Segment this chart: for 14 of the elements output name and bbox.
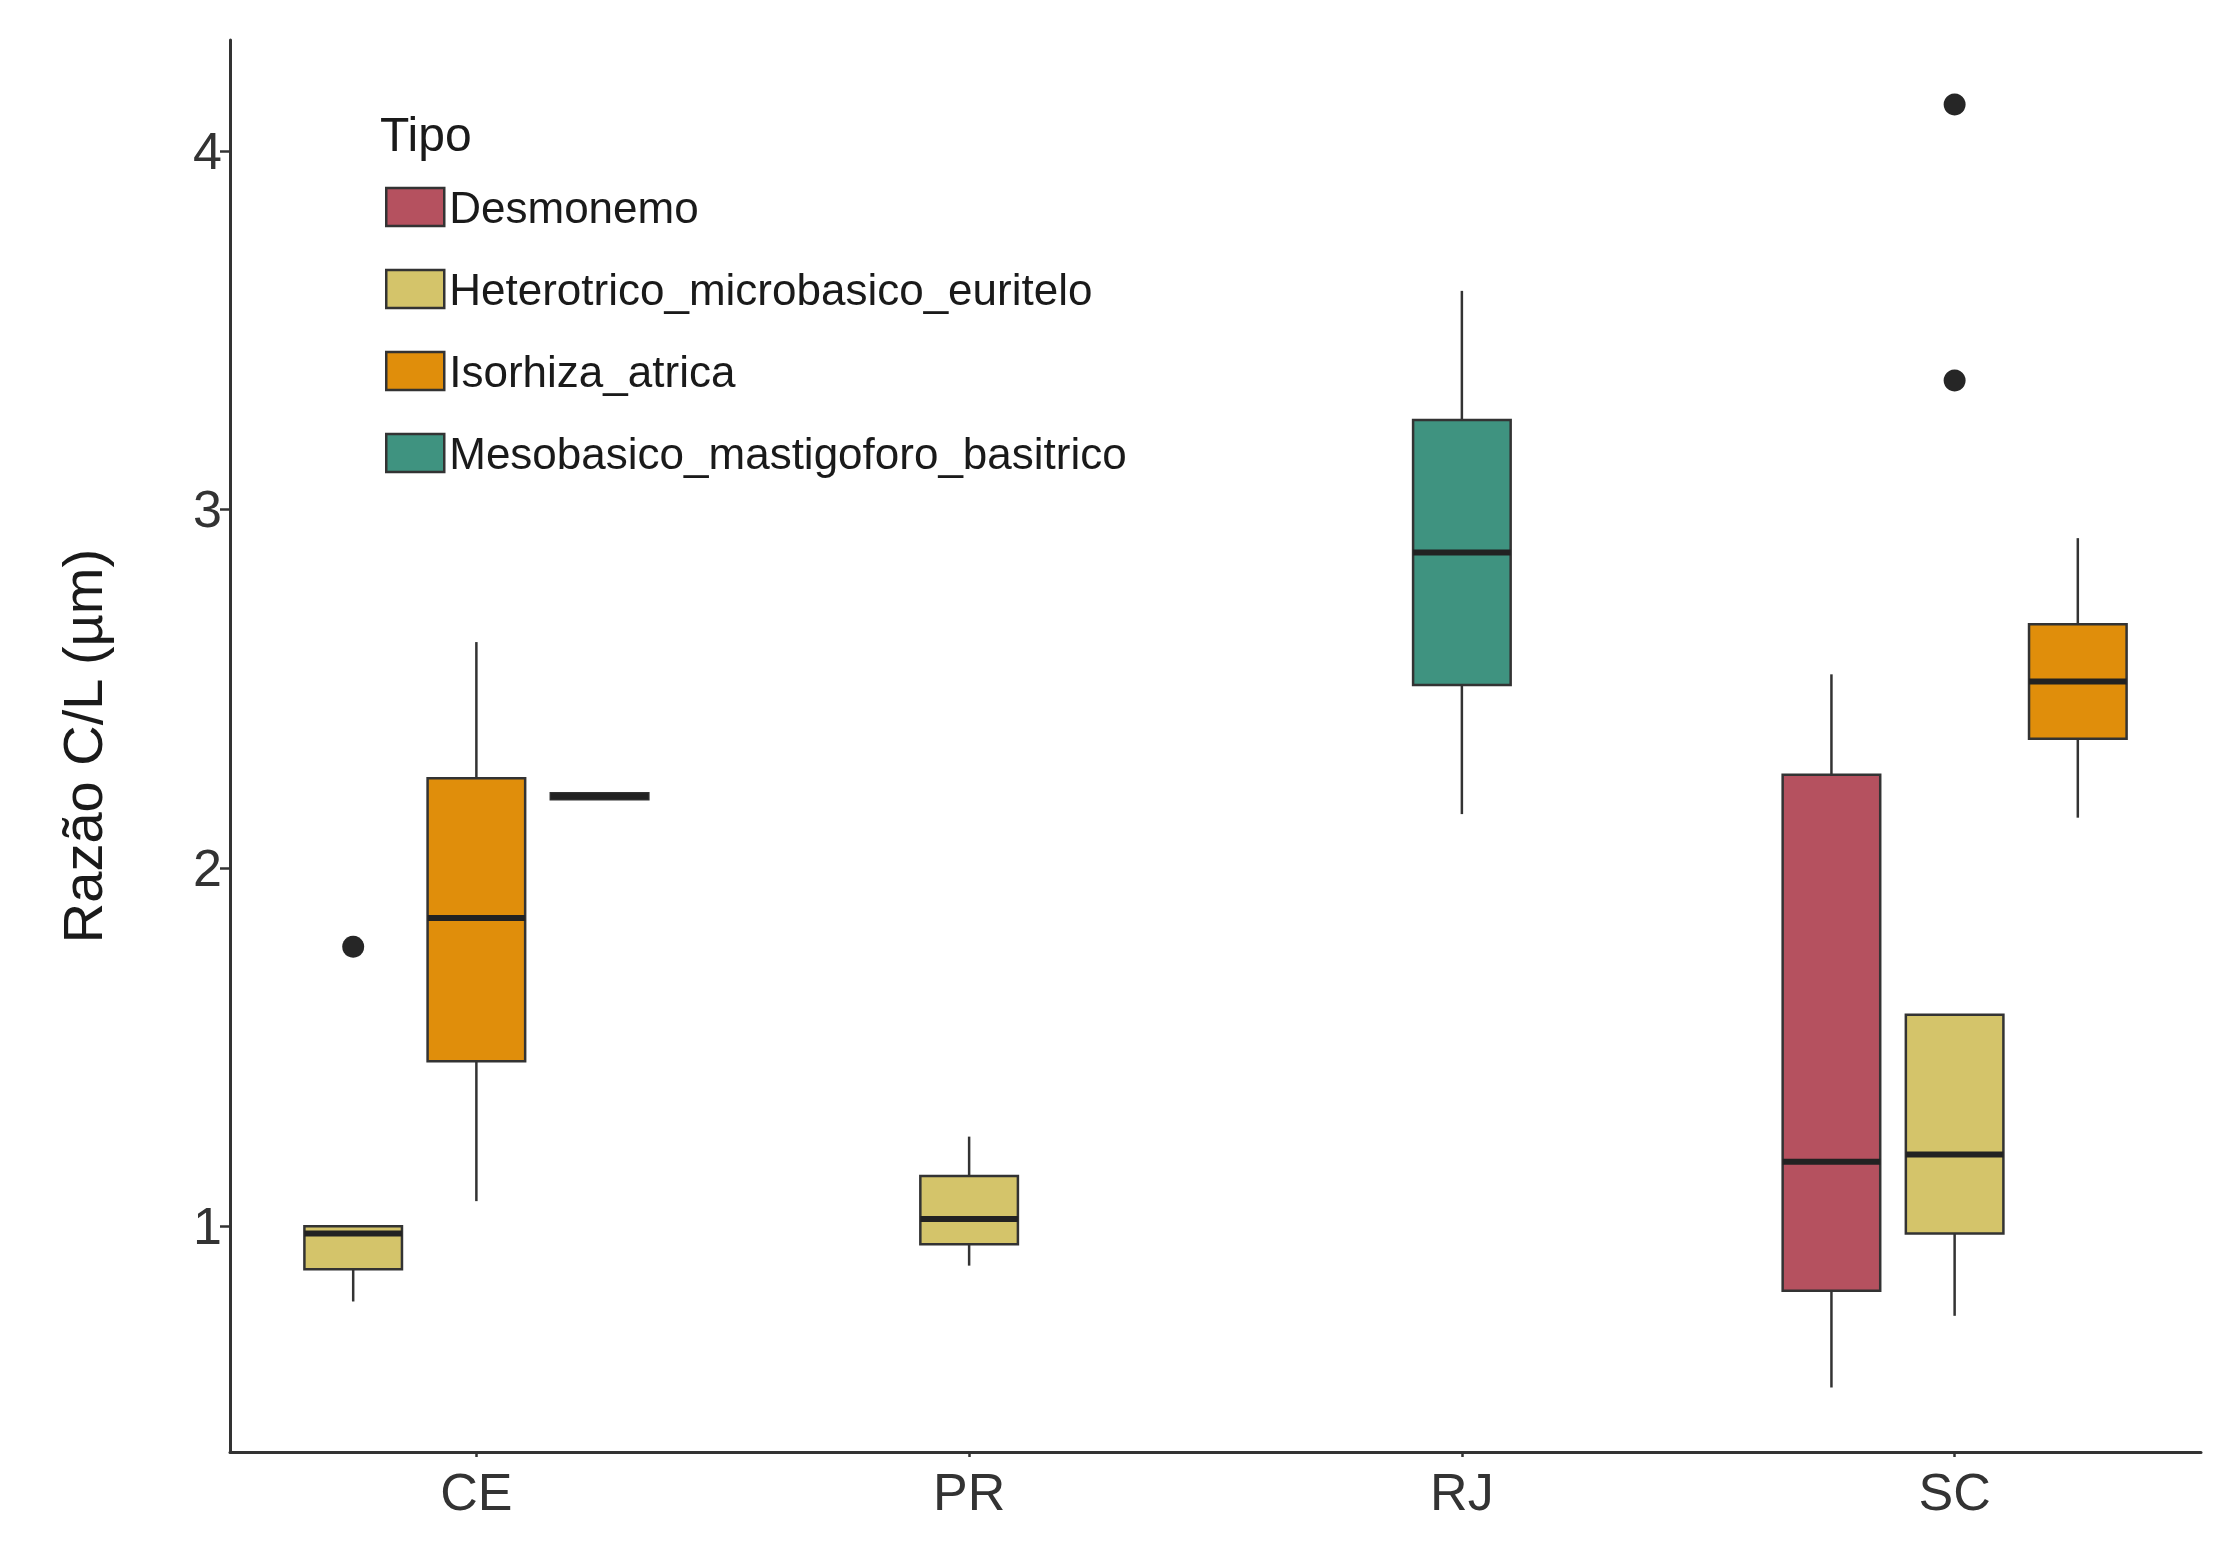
- legend-label: Isorhiza_atrica: [449, 346, 736, 396]
- y-tick-label: 1: [193, 1197, 222, 1256]
- y-tick-label: 2: [193, 838, 222, 897]
- x-tick-label: RJ: [1430, 1463, 1494, 1521]
- legend-label: Heterotrico_microbasico_euritelo: [449, 264, 1093, 314]
- y-tick-label: 3: [193, 480, 222, 539]
- x-tick-label: CE: [440, 1463, 513, 1521]
- x-tick-label: SC: [1918, 1463, 1991, 1521]
- legend-label: Mesobasico_mastigoforo_basitrico: [449, 428, 1127, 478]
- x-tick-label: PR: [933, 1463, 1006, 1521]
- y-axis-title: Razão C/L (µm): [50, 548, 114, 944]
- y-tick-label: 4: [193, 122, 222, 181]
- legend-title: Tipo: [380, 107, 472, 161]
- legend-label: Desmonemo: [449, 182, 699, 232]
